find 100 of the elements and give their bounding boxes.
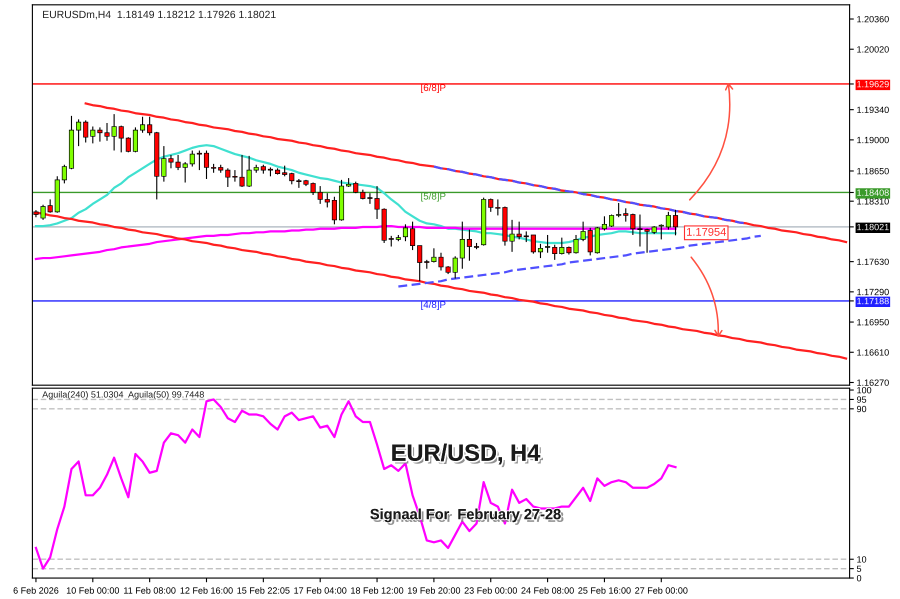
y-tick-label: 1.20360: [857, 16, 889, 22]
candlestick: [190, 150, 195, 168]
candlestick: [62, 164, 67, 184]
candlestick: [637, 214, 643, 248]
x-tick-label: 10 Feb 00:00: [66, 587, 120, 594]
x-tick-label: 15 Feb 22:05: [237, 587, 290, 594]
x-tick-label: 25 Feb 16:00: [578, 587, 631, 594]
candlestick: [324, 192, 330, 208]
candlestick: [460, 221, 465, 270]
candlestick: [573, 234, 579, 254]
candlestick: [580, 221, 586, 242]
candlestick: [452, 256, 458, 280]
candlestick: [289, 172, 294, 185]
y-tick-label: 10: [857, 556, 866, 563]
y-tick-label: 1.19340: [857, 106, 889, 114]
candlestick: [466, 229, 472, 262]
candlestick: [630, 213, 636, 236]
y-tick-label: 100: [857, 387, 872, 394]
y-tick-label: 1.17188: [857, 298, 889, 304]
candlestick: [438, 252, 444, 272]
candlestick: [246, 155, 252, 188]
y-tick-label: 1.18021: [857, 224, 889, 230]
candlestick: [140, 116, 146, 134]
candlestick: [510, 219, 515, 252]
candlestick: [48, 198, 53, 214]
candlestick: [402, 224, 408, 242]
candlestick: [431, 248, 436, 264]
candlestick: [530, 234, 536, 254]
candlestick: [97, 126, 102, 142]
annotation: 1.17954: [687, 228, 726, 236]
y-tick-label: 1.18310: [857, 198, 889, 205]
x-tick-label: 6 Feb 2026: [14, 587, 58, 594]
candlestick: [588, 227, 593, 256]
candlestick: [658, 224, 664, 240]
candlestick: [410, 221, 416, 251]
candlestick: [332, 196, 337, 225]
chart-title: EURUSDm,H4 1.18149 1.18212 1.17926 1.18021: [43, 10, 276, 20]
candlestick: [524, 230, 529, 243]
candlestick: [176, 154, 181, 171]
ref-line-label: [6/8]P: [421, 84, 446, 94]
y-tick-label: 1.18650: [857, 168, 889, 174]
y-tick-label: 0: [856, 575, 862, 582]
candlestick: [118, 125, 124, 153]
candlestick: [126, 136, 131, 153]
candlestick: [232, 170, 238, 182]
candlestick: [623, 208, 628, 222]
candlestick: [672, 209, 678, 236]
y-tick-label: 5: [856, 566, 862, 572]
candlestick: [388, 235, 394, 248]
candlestick: [559, 237, 564, 256]
candlestick: [353, 181, 358, 194]
y-tick-label: 1.16950: [857, 319, 889, 326]
x-tick-label: 11 Feb 08:00: [124, 587, 176, 594]
line-series: [34, 398, 677, 570]
candlestick: [168, 154, 174, 169]
candlestick: [616, 202, 622, 218]
y-tick-label: 1.20020: [857, 46, 889, 53]
x-tick-label: 23 Feb 00:00: [464, 587, 517, 594]
candlestick: [374, 186, 380, 220]
candlestick: [545, 234, 550, 254]
x-tick-label: 18 Feb 12:00: [351, 587, 404, 594]
candlestick: [147, 116, 152, 136]
x-tick-label: 24 Feb 08:00: [521, 587, 574, 594]
candlestick: [495, 198, 500, 216]
ref-line-label: [5/8]P: [421, 192, 446, 202]
y-tick-label: 1.17630: [857, 258, 889, 265]
candlestick: [40, 204, 46, 220]
y-tick-label: 1.17290: [857, 288, 889, 296]
y-tick-label: 1.16270: [857, 379, 889, 386]
x-tick-label: 27 Feb 00:00: [635, 587, 688, 594]
y-tick-label: 1.19000: [857, 136, 889, 144]
candlestick: [76, 118, 82, 147]
candlestick: [90, 126, 96, 144]
candlestick: [488, 198, 494, 212]
candlestick: [538, 243, 544, 259]
candlestick: [204, 150, 210, 180]
candlestick: [225, 168, 230, 188]
candlestick: [239, 154, 245, 188]
candlestick: [161, 146, 166, 182]
candlestick: [182, 162, 188, 184]
candlestick: [83, 120, 88, 144]
candlestick: [196, 150, 202, 171]
candlestick: [132, 126, 138, 153]
candlestick: [424, 259, 430, 270]
chart-title: Aguila(240) 51.0304 Aguila(50) 99.7448: [42, 391, 204, 400]
annotation: EUR/USD, H4: [392, 444, 543, 468]
candlestick: [318, 186, 323, 204]
candlestick: [360, 189, 366, 200]
candlestick: [666, 211, 671, 230]
line-series: [397, 234, 762, 288]
x-tick-label: 17 Feb 04:00: [294, 587, 346, 594]
candlestick: [552, 244, 558, 260]
candlestick: [112, 114, 117, 152]
candlestick: [417, 245, 422, 282]
candlestick: [367, 192, 372, 204]
candlestick: [608, 214, 614, 228]
x-tick-label: 19 Feb 20:00: [408, 587, 460, 594]
candlestick: [282, 165, 288, 177]
y-tick-label: 90: [856, 406, 866, 412]
y-tick-label: 1.18408: [857, 189, 889, 196]
